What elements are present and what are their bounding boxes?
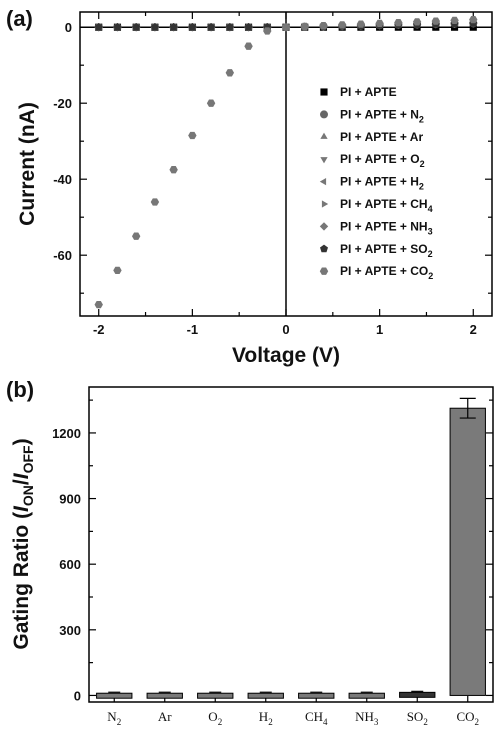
bar-n2	[96, 692, 133, 699]
y-tick-label: -40	[53, 172, 72, 187]
data-point	[207, 23, 216, 31]
data-point	[300, 22, 309, 31]
legend-entry: PI + APTE + O2	[340, 152, 425, 169]
bar-ar	[146, 692, 183, 699]
panel-a-y-axis-title: Current (nA)	[16, 102, 39, 226]
y-tick-label: -60	[53, 248, 72, 263]
panel-a-legend: PI + APTE PI + APTE + N2 PI + APTE + Ar PI …	[319, 85, 433, 281]
bar-h2	[247, 692, 284, 699]
legend-marker	[320, 88, 328, 96]
data-point	[150, 23, 159, 31]
data-point	[113, 266, 122, 275]
panel-a-label: (a)	[6, 6, 33, 31]
data-point	[450, 16, 459, 24]
series-pi-apte-co2	[94, 15, 478, 309]
legend-entry: PI + APTE + H2	[340, 175, 424, 192]
legend-marker	[319, 222, 329, 231]
data-point	[375, 19, 384, 28]
legend-marker	[320, 157, 328, 164]
x-category-label: SO2	[407, 709, 428, 727]
data-point	[188, 23, 197, 31]
panel-a-ticks: -2 -1 0 1 2 0 -20 -40 -60	[53, 12, 492, 337]
panel-b-y-axis-title: Gating Ratio (ION/IOFF)	[10, 438, 36, 649]
legend-marker	[320, 132, 328, 139]
data-point	[132, 23, 141, 31]
data-point	[356, 20, 366, 28]
legend-entry: PI + APTE + NH3	[340, 219, 433, 236]
data-point	[94, 300, 103, 309]
data-point	[113, 23, 122, 31]
x-category-label: NH3	[355, 709, 379, 727]
legend-marker	[321, 200, 329, 208]
data-point	[244, 42, 253, 50]
y-tick-label: 0	[74, 688, 81, 703]
data-point	[281, 23, 291, 31]
panel-a-data-points	[94, 15, 478, 309]
data-point	[431, 17, 441, 25]
panel-a-x-axis-title: Voltage (V)	[232, 344, 340, 367]
legend-entry: PI + APTE + N2	[340, 107, 424, 124]
data-point	[244, 23, 253, 31]
y-tick-label: 900	[59, 492, 81, 507]
bar-co2	[449, 407, 486, 696]
data-point	[131, 232, 141, 240]
x-tick-label: 2	[470, 322, 477, 337]
data-point	[206, 99, 216, 107]
data-point	[337, 21, 347, 29]
x-category-label: CO2	[456, 709, 479, 727]
bar-o2	[197, 692, 234, 699]
data-point	[469, 15, 478, 24]
x-tick-label: 1	[376, 322, 383, 337]
data-point	[94, 23, 103, 31]
legend-marker	[319, 177, 327, 186]
x-tick-label: -2	[93, 322, 105, 337]
data-point	[150, 198, 160, 206]
data-point	[188, 131, 197, 140]
data-point	[319, 22, 328, 30]
legend-entry: PI + APTE	[340, 85, 397, 99]
legend-entry: PI + APTE + CO2	[340, 264, 433, 281]
panel-b-bars	[96, 397, 486, 699]
bar-ch4	[298, 692, 335, 699]
bar-nh3	[348, 692, 385, 699]
x-category-label: H2	[259, 709, 273, 727]
x-tick-label: 0	[282, 322, 289, 337]
y-tick-label: 300	[59, 623, 81, 638]
x-category-label: O2	[208, 709, 222, 727]
y-tick-label: 0	[65, 20, 72, 35]
panel-b-label: (b)	[6, 377, 34, 402]
data-point	[225, 69, 235, 77]
legend-marker	[320, 244, 328, 253]
data-point	[169, 23, 178, 31]
x-category-label: Ar	[158, 709, 172, 724]
data-point	[263, 27, 272, 35]
x-category-label: CH4	[305, 709, 328, 727]
panel-b-plot-frame	[88, 386, 494, 703]
x-category-label: N2	[107, 709, 121, 727]
x-tick-label: -1	[187, 322, 199, 337]
bar-so2	[399, 691, 436, 698]
panel-b-bar-chart: (b) 0 300 600 900 1200 N2 Ar O2 H2 CH4 NH3 SO2 CO2 G…	[6, 377, 494, 727]
y-tick-label: 600	[59, 557, 81, 572]
data-point	[225, 23, 234, 31]
legend-marker	[319, 267, 329, 275]
data-point	[169, 166, 178, 174]
y-tick-label: -20	[53, 96, 72, 111]
panel-b-ticks: 0 300 600 900 1200 N2 Ar O2 H2 CH4 NH3 SO2 CO2	[52, 399, 493, 727]
data-point	[394, 19, 403, 27]
y-tick-label: 1200	[52, 426, 81, 441]
legend-marker	[320, 110, 328, 119]
legend-entry: PI + APTE + SO2	[340, 242, 433, 259]
data-point	[412, 18, 422, 26]
legend-entry: PI + APTE + Ar	[340, 130, 423, 144]
legend-entry: PI + APTE + CH4	[340, 197, 433, 214]
